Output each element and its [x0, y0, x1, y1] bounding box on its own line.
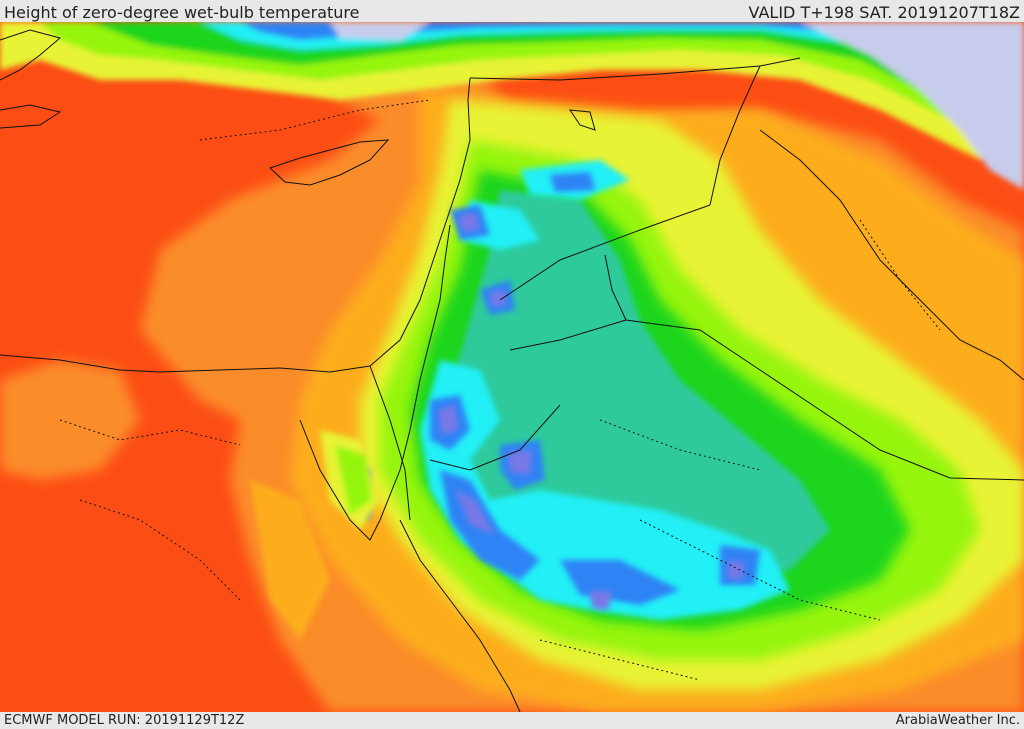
valid-time: VALID T+198 SAT. 20191207T18Z	[748, 3, 1020, 22]
credit-label: ArabiaWeather Inc.	[895, 713, 1020, 728]
borders	[369, 57, 1024, 521]
footer-bar: ECMWF MODEL RUN: 20191129T12Z ArabiaWeat…	[0, 712, 1024, 729]
teal-zone	[450, 190, 830, 590]
map-canvas	[0, 22, 1024, 712]
weather-map[interactable]	[0, 22, 1024, 712]
map-title: Height of zero-degree wet-bulb temperatu…	[4, 3, 360, 22]
dotted-borders	[59, 99, 941, 681]
violet-zone	[438, 213, 745, 610]
northern-zone	[0, 22, 1024, 190]
egypt-zone	[250, 430, 380, 640]
model-run: ECMWF MODEL RUN: 20191129T12Z	[4, 713, 245, 728]
header-bar: Height of zero-degree wet-bulb temperatu…	[0, 0, 1024, 22]
coastlines	[0, 29, 1024, 712]
